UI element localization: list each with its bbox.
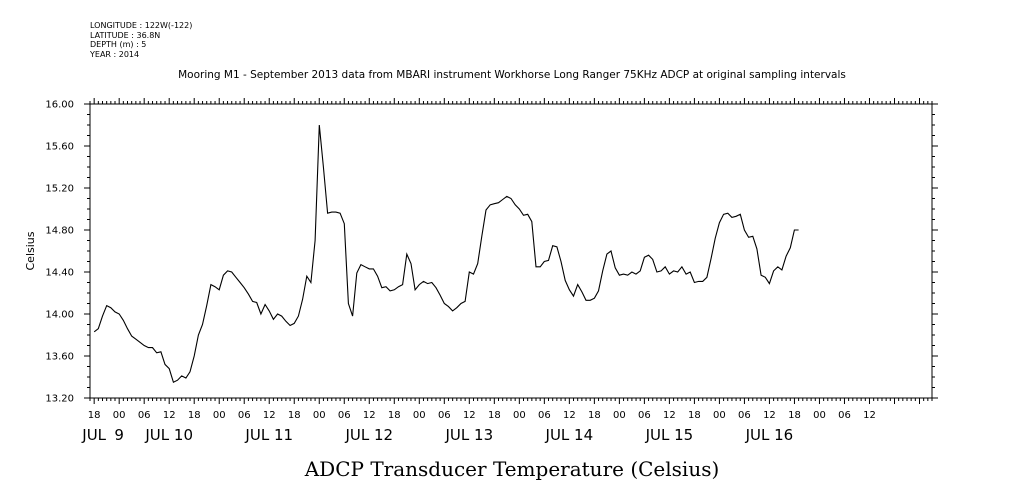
longitude-label: LONGITUDE : 122W(-122) bbox=[90, 21, 193, 30]
y-tick-labels: 13.20 13.60 14.00 14.40 14.80 15.20 15.60 16.00 bbox=[45, 100, 74, 405]
day-label: JUL 16 bbox=[745, 426, 794, 444]
y-tick-label: 13.20 bbox=[45, 394, 74, 405]
y-tick-label: 14.00 bbox=[45, 310, 74, 321]
day-label: JUL 10 bbox=[144, 426, 193, 444]
x-tick-label: 12 bbox=[463, 410, 476, 421]
day-label: JUL 12 bbox=[344, 426, 393, 444]
x-tick-label: 18 bbox=[688, 410, 701, 421]
x-tick-label: 18 bbox=[388, 410, 401, 421]
x-tick-label: 06 bbox=[738, 410, 751, 421]
x-tick-label: 18 bbox=[788, 410, 801, 421]
day-label: 9 bbox=[114, 426, 124, 444]
mooring-metadata: LONGITUDE : 122W(-122) LATITUDE : 36.8N … bbox=[90, 21, 192, 59]
x-tick-label: 00 bbox=[113, 410, 126, 421]
x-tick-label: 18 bbox=[188, 410, 201, 421]
x-axis-title: ADCP Transducer Temperature (Celsius) bbox=[304, 457, 720, 481]
x-tick-label: 00 bbox=[413, 410, 426, 421]
x-tick-label: 06 bbox=[638, 410, 651, 421]
day-label: JUL 15 bbox=[645, 426, 694, 444]
y-axis-label: Celsius bbox=[24, 231, 37, 270]
x-tick-labels: 18 00 06 12 18 00 06 12 18 00 06 12 18 00 06 12 18 00 06 12… bbox=[88, 410, 876, 421]
y-tick-label: 14.80 bbox=[45, 226, 74, 237]
x-tick-label: 00 bbox=[213, 410, 226, 421]
x-tick-label: 00 bbox=[313, 410, 326, 421]
x-tick-label: 12 bbox=[663, 410, 676, 421]
x-tick-label: 18 bbox=[488, 410, 501, 421]
y-tick-label: 16.00 bbox=[45, 100, 74, 111]
day-label: JUL bbox=[81, 426, 106, 444]
depth-label: DEPTH (m) : 5 bbox=[90, 40, 147, 49]
y-tick-label: 14.40 bbox=[45, 268, 74, 279]
x-tick-label: 18 bbox=[88, 410, 101, 421]
x-tick-label: 12 bbox=[563, 410, 576, 421]
x-tick-label: 00 bbox=[613, 410, 626, 421]
x-tick-label: 18 bbox=[288, 410, 301, 421]
x-tick-label: 18 bbox=[588, 410, 601, 421]
chart-title: Mooring M1 - September 2013 data from MB… bbox=[178, 69, 846, 81]
temperature-series-line bbox=[93, 124, 799, 383]
day-labels: JUL 9 JUL 10 JUL 11 JUL 12 JUL 13 JUL 14 JUL 15… bbox=[81, 426, 793, 444]
axis-ticks bbox=[84, 98, 938, 404]
x-tick-label: 06 bbox=[538, 410, 551, 421]
day-label: JUL 14 bbox=[545, 426, 594, 444]
x-tick-label: 00 bbox=[713, 410, 726, 421]
day-label: JUL 11 bbox=[244, 426, 293, 444]
x-tick-label: 12 bbox=[363, 410, 376, 421]
x-tick-label: 12 bbox=[863, 410, 876, 421]
y-tick-label: 15.60 bbox=[45, 142, 74, 153]
x-tick-label: 06 bbox=[138, 410, 151, 421]
day-label: JUL 13 bbox=[445, 426, 494, 444]
y-tick-label: 13.60 bbox=[45, 352, 74, 363]
x-tick-label: 12 bbox=[763, 410, 776, 421]
plot-frame bbox=[89, 103, 933, 399]
latitude-label: LATITUDE : 36.8N bbox=[90, 30, 161, 40]
year-label: YEAR : 2014 bbox=[90, 49, 140, 59]
x-tick-label: 06 bbox=[438, 410, 451, 421]
x-tick-label: 12 bbox=[163, 410, 176, 421]
x-tick-label: 06 bbox=[838, 410, 851, 421]
y-tick-label: 15.20 bbox=[45, 184, 74, 195]
x-tick-label: 06 bbox=[338, 410, 351, 421]
x-tick-label: 00 bbox=[813, 410, 826, 421]
x-tick-label: 06 bbox=[238, 410, 251, 421]
x-tick-label: 00 bbox=[513, 410, 526, 421]
x-tick-label: 12 bbox=[263, 410, 276, 421]
